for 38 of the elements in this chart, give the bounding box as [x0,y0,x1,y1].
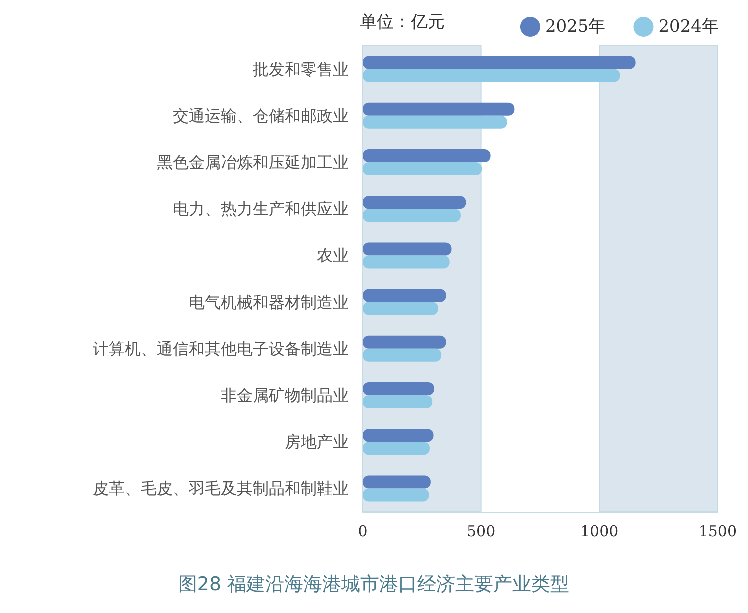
x-tick-label: 0 [358,522,368,540]
y-tick-label: 房地产业 [285,432,349,452]
y-tick-label: 电力、热力生产和供应业 [173,200,349,219]
bar [363,162,482,176]
bar [363,242,452,256]
bar [363,256,450,269]
x-tick-label: 1000 [580,522,619,540]
y-tick-label: 计算机、通信和其他电子设备制造业 [93,339,349,358]
bar [363,429,434,442]
legend-label: 2024年 [658,17,719,37]
bar [363,442,430,456]
bar [363,196,466,210]
bar [363,102,515,116]
y-tick-label: 电气机械和器材制造业 [189,292,349,312]
text: 图28 福建沿海海港城市港口经济主要产业类型 [178,574,570,596]
bar [363,56,636,70]
bar [363,336,446,349]
bar [363,382,434,396]
bar [363,396,433,408]
bar [363,302,438,316]
x-tick-label: 500 [466,522,496,540]
bar [363,289,446,302]
bar [363,476,431,489]
text: 单位：亿元 [360,12,445,32]
bar [363,488,430,502]
y-tick-label: 非金属矿物制品业 [221,386,349,405]
y-tick-label: 黑色金属冶炼和压延加工业 [157,153,349,172]
bar [363,348,442,362]
x-tick-label: 1500 [698,522,738,540]
y-tick-label: 农业 [317,246,349,266]
bar [363,116,508,129]
bar [363,209,461,222]
y-tick-label: 交通运输、仓储和邮政业 [173,106,349,126]
y-tick-label: 皮革、毛皮、羽毛及其制品和制鞋业 [93,479,349,498]
bar [363,69,620,82]
y-tick-label: 批发和零售业 [253,60,349,79]
legend-label: 2025年 [545,17,606,37]
bar [363,150,491,162]
